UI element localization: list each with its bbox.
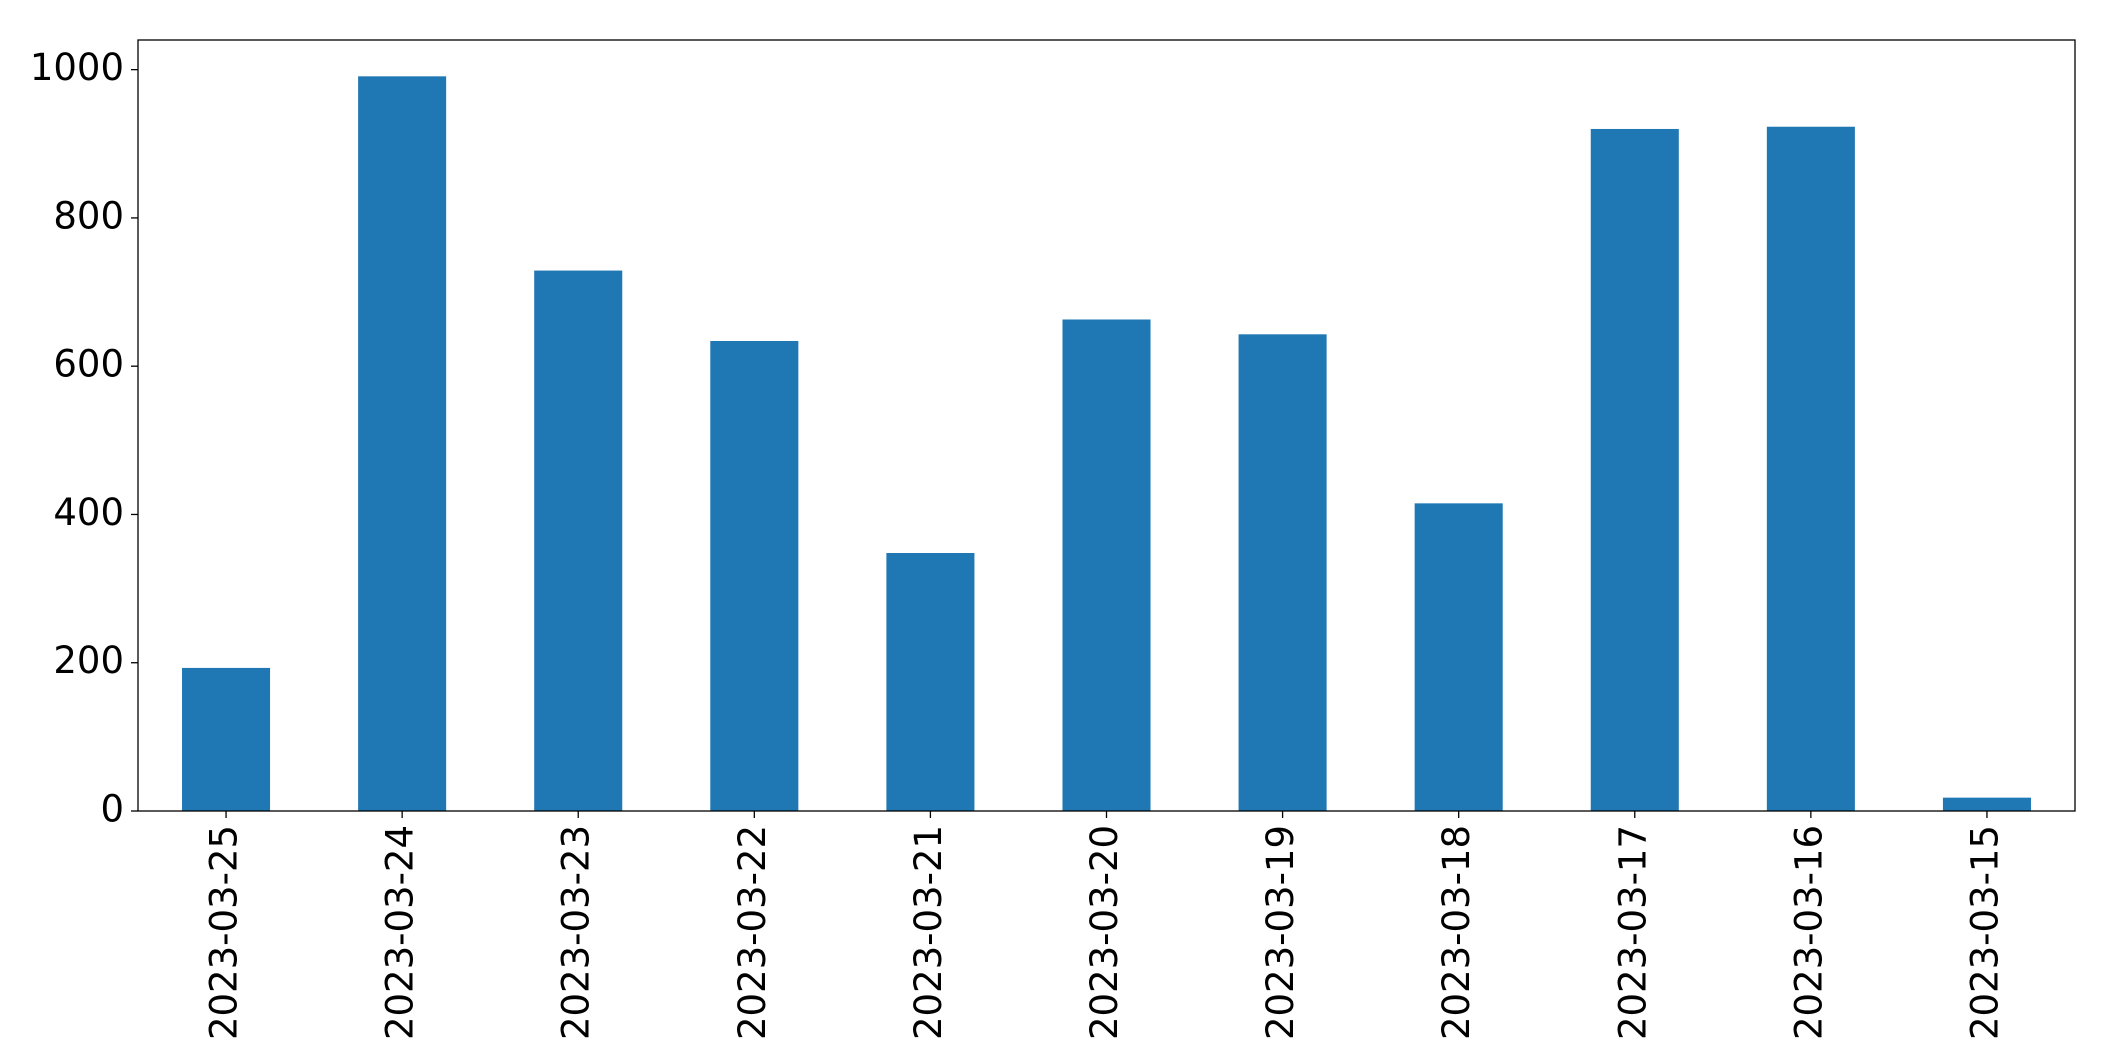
y-tick-label: 600 (53, 343, 124, 386)
y-tick-label: 200 (53, 639, 124, 682)
x-tick-label: 2023-03-17 (1611, 825, 1654, 1040)
x-tick-label: 2023-03-19 (1259, 825, 1302, 1040)
bar (1414, 503, 1503, 811)
x-tick-label: 2023-03-16 (1787, 825, 1830, 1040)
bar (358, 76, 447, 812)
x-tick-label: 2023-03-22 (731, 825, 774, 1040)
x-tick-label: 2023-03-23 (555, 825, 598, 1040)
bar (1766, 126, 1855, 812)
x-tick-label: 2023-03-20 (1083, 825, 1126, 1040)
x-tick-label: 2023-03-21 (907, 825, 950, 1040)
y-tick-label: 800 (53, 194, 124, 237)
bar (886, 553, 975, 811)
x-tick-label: 2023-03-25 (203, 825, 246, 1040)
bar (710, 340, 799, 811)
y-tick-label: 0 (100, 788, 124, 831)
bar (1238, 334, 1327, 811)
x-tick-label: 2023-03-24 (379, 825, 422, 1040)
y-tick-label: 400 (53, 491, 124, 534)
x-tick-label: 2023-03-18 (1435, 825, 1478, 1040)
axes-frame (137, 39, 2076, 812)
y-tick-label: 1000 (30, 46, 124, 89)
bar (1942, 797, 2031, 811)
bar (1590, 128, 1679, 811)
bar (1062, 319, 1151, 811)
bar (182, 667, 271, 811)
bar (534, 270, 623, 811)
x-tick-label: 2023-03-15 (1963, 825, 2006, 1040)
